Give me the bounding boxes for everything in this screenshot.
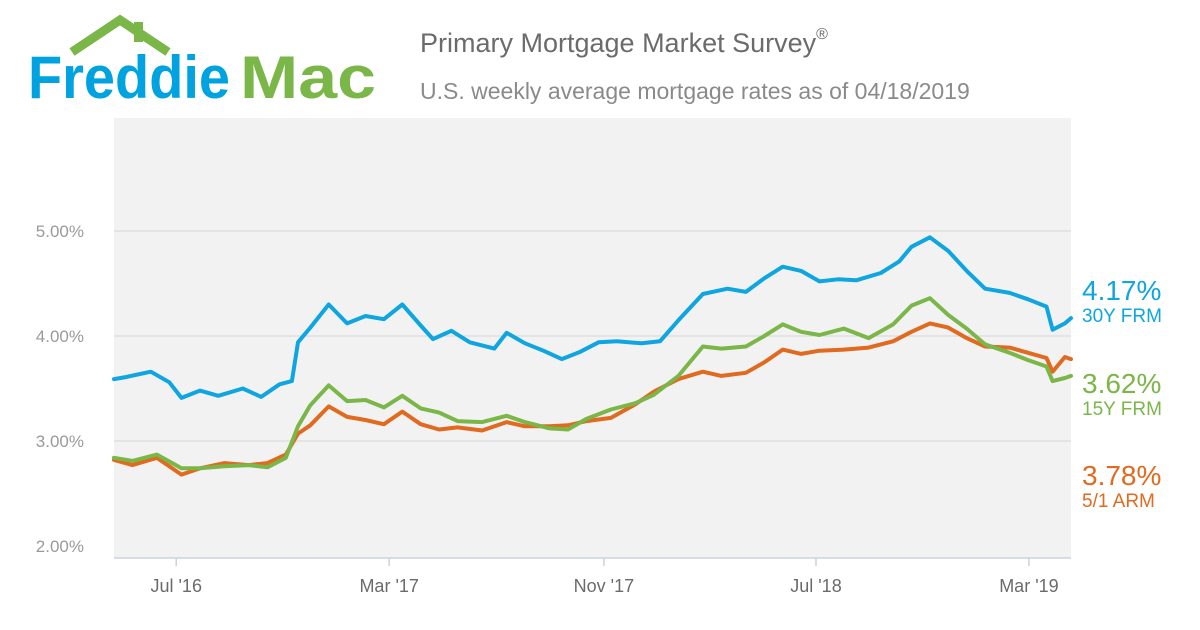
legend-arm-name: 5/1 ARM <box>1082 491 1155 512</box>
legend-15y-value: 3.62% <box>1082 368 1162 399</box>
legend-30y-name: 30Y FRM <box>1082 306 1162 327</box>
series-line-15y-frm <box>112 296 1073 471</box>
x-tick-label: Jul '16 <box>150 576 201 596</box>
logo-text-freddie: Freddie <box>28 44 230 109</box>
legend-15y-name: 15Y FRM <box>1082 399 1162 420</box>
legend-arm-value: 3.78% <box>1082 460 1162 491</box>
legend-51-arm: 3.78% 5/1 ARM <box>1082 461 1161 513</box>
freddie-mac-logo: Freddie Mac <box>28 14 376 109</box>
y-tick-label: 4.00% <box>36 327 84 346</box>
legend-30y-value: 4.17% <box>1082 275 1162 306</box>
plot-background <box>114 118 1071 558</box>
x-tick-label: Nov '17 <box>574 576 634 596</box>
x-tick-label: Mar '19 <box>999 576 1058 596</box>
logo-roof-icon <box>69 14 171 56</box>
x-axis: Jul '16 Mar '17 Nov '17 Jul '18 Mar '19 <box>114 557 1071 596</box>
x-tick-label: Mar '17 <box>359 576 418 596</box>
chart-title-text: Primary Mortgage Market Survey <box>420 28 817 58</box>
legend-15y-frm: 3.62% 15Y FRM <box>1082 369 1162 421</box>
y-tick-label: 3.00% <box>36 432 84 451</box>
chart-title: Primary Mortgage Market Survey® <box>420 26 828 59</box>
y-axis: 2.00% 3.00% 4.00% 5.00% <box>36 222 84 556</box>
series-lines <box>112 235 1073 477</box>
logo-text-mac: Mac <box>240 44 376 109</box>
y-tick-label: 2.00% <box>36 537 84 556</box>
chart-subtitle: U.S. weekly average mortgage rates as of… <box>420 78 970 104</box>
series-line-30y-frm <box>112 235 1073 400</box>
x-tick-label: Jul '18 <box>790 576 841 596</box>
legend-30y-frm: 4.17% 30Y FRM <box>1082 276 1162 328</box>
registered-mark: ® <box>816 26 828 43</box>
grid-lines <box>114 230 1071 442</box>
y-tick-label: 5.00% <box>36 222 84 241</box>
